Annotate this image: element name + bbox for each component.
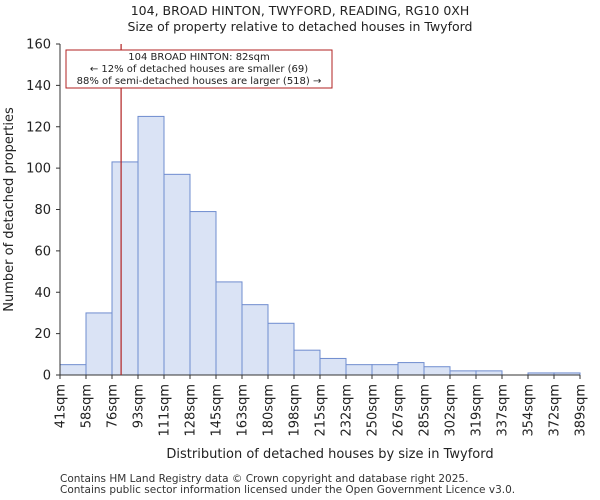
histogram-chart: 0 20 40 60 80 100 120 140 160 41sqm 58sqm 76sqm 93sq… [2,38,589,463]
annotation-line-3: 88% of semi-detached houses are larger (… [77,76,322,87]
x-axis-title: Distribution of detached houses by size … [166,447,493,462]
y-axis-title: Number of detached properties [2,107,17,312]
histogram-bar [163,173,191,376]
histogram-bar [267,322,295,376]
y-tick-label: 60 [34,244,51,259]
x-tick-label: 302sqm [444,384,459,437]
annotation-line-2: ← 12% of detached houses are smaller (69… [90,64,308,75]
x-tick-label: 180sqm [262,384,277,437]
y-tick-label: 160 [26,38,51,53]
chart-subtitle: Size of property relative to detached ho… [127,19,473,34]
footer-line-2: Contains public sector information licen… [60,484,516,496]
x-tick-label: 389sqm [574,384,589,437]
histogram-bar [293,349,321,376]
histogram-bar [423,366,451,376]
histogram-bar [241,304,269,376]
x-tick-label: 163sqm [236,384,251,437]
x-tick-label: 76sqm [106,384,121,428]
histogram-bar [85,312,113,376]
x-tick-label: 41sqm [54,384,69,428]
x-tick-label: 372sqm [548,384,563,437]
histogram-bar [319,357,347,376]
y-tick-label: 140 [26,79,51,94]
footer-line-1: Contains HM Land Registry data © Crown c… [60,473,469,485]
histogram-bar [449,370,477,376]
histogram-bar [137,115,165,376]
histogram-bar [111,161,139,376]
histogram-bar [475,370,503,376]
histogram-bar [215,281,243,376]
x-tick-label: 250sqm [366,384,381,437]
histogram-bar [59,364,87,376]
y-tick-label: 40 [34,286,51,301]
x-tick-label: 93sqm [132,384,147,428]
y-tick-label: 20 [34,327,51,342]
histogram-bar [345,364,373,376]
y-tick-label: 80 [34,203,51,218]
y-tick-label: 100 [26,162,51,177]
y-tick-label: 0 [43,369,51,384]
x-tick-label: 267sqm [392,384,407,437]
x-tick-label: 215sqm [314,384,329,437]
x-tick-label: 198sqm [288,384,303,437]
x-tick-label: 145sqm [210,384,225,437]
x-tick-label: 58sqm [80,384,95,428]
y-tick-label: 120 [26,120,51,135]
histogram-bar [189,211,217,376]
x-tick-label: 285sqm [418,384,433,437]
x-tick-label: 319sqm [470,384,485,437]
chart-title: 104, BROAD HINTON, TWYFORD, READING, RG1… [130,3,470,18]
x-tick-label: 128sqm [184,384,199,437]
x-tick-label: 232sqm [340,384,355,437]
histogram-bar [371,364,399,376]
x-tick-label: 111sqm [158,384,173,437]
annotation-box [65,49,333,89]
x-tick-label: 354sqm [522,384,537,437]
x-tick-label: 337sqm [496,384,511,437]
histogram-bar [397,362,425,376]
annotation-line-1: 104 BROAD HINTON: 82sqm [128,52,269,63]
